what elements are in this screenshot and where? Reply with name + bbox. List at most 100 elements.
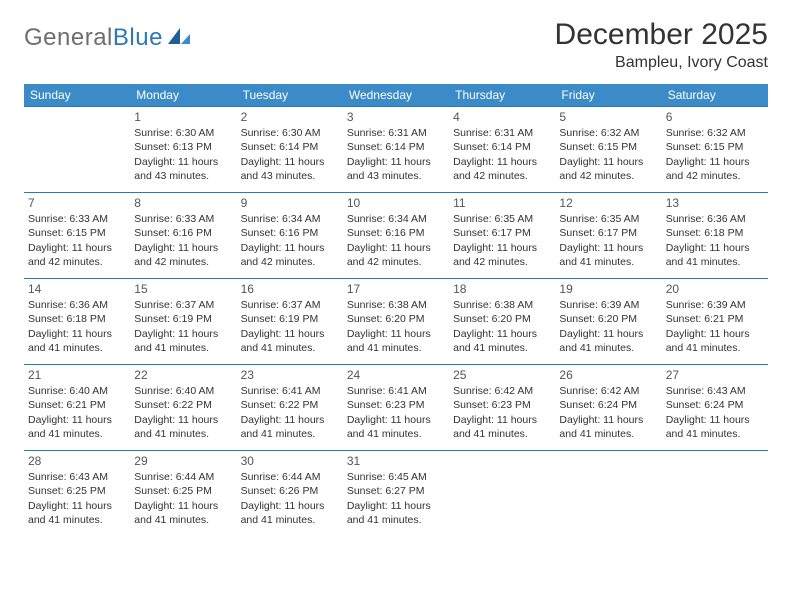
day-cell: 2Sunrise: 6:30 AMSunset: 6:14 PMDaylight… [237, 107, 343, 193]
calendar-body: 1Sunrise: 6:30 AMSunset: 6:13 PMDaylight… [24, 107, 768, 537]
sunset-line: Sunset: 6:21 PM [666, 312, 764, 326]
empty-cell [555, 451, 661, 537]
day-cell: 17Sunrise: 6:38 AMSunset: 6:20 PMDayligh… [343, 279, 449, 365]
sunrise-line: Sunrise: 6:32 AM [666, 126, 764, 140]
logo-part2: Blue [113, 24, 163, 51]
day-number: 4 [453, 109, 551, 125]
daylight-line: Daylight: 11 hours and 43 minutes. [241, 155, 339, 183]
weekday-header: Thursday [449, 84, 555, 107]
weekday-header: Sunday [24, 84, 130, 107]
daylight-line: Daylight: 11 hours and 42 minutes. [666, 155, 764, 183]
day-cell: 25Sunrise: 6:42 AMSunset: 6:23 PMDayligh… [449, 365, 555, 451]
daylight-line: Daylight: 11 hours and 41 minutes. [453, 413, 551, 441]
day-cell: 30Sunrise: 6:44 AMSunset: 6:26 PMDayligh… [237, 451, 343, 537]
sunset-line: Sunset: 6:15 PM [559, 140, 657, 154]
day-number: 22 [134, 367, 232, 383]
daylight-line: Daylight: 11 hours and 41 minutes. [453, 327, 551, 355]
daylight-line: Daylight: 11 hours and 42 minutes. [28, 241, 126, 269]
day-number: 30 [241, 453, 339, 469]
day-cell: 1Sunrise: 6:30 AMSunset: 6:13 PMDaylight… [130, 107, 236, 193]
calendar-table: SundayMondayTuesdayWednesdayThursdayFrid… [24, 84, 768, 537]
daylight-line: Daylight: 11 hours and 41 minutes. [28, 413, 126, 441]
day-cell: 18Sunrise: 6:38 AMSunset: 6:20 PMDayligh… [449, 279, 555, 365]
empty-cell [24, 107, 130, 193]
day-number: 14 [28, 281, 126, 297]
sunset-line: Sunset: 6:15 PM [28, 226, 126, 240]
day-number: 3 [347, 109, 445, 125]
day-number: 28 [28, 453, 126, 469]
sunset-line: Sunset: 6:22 PM [241, 398, 339, 412]
calendar-header-row: SundayMondayTuesdayWednesdayThursdayFrid… [24, 84, 768, 107]
sunrise-line: Sunrise: 6:40 AM [134, 384, 232, 398]
header: GeneralBlue December 2025 Bampleu, Ivory… [24, 18, 768, 72]
daylight-line: Daylight: 11 hours and 41 minutes. [241, 499, 339, 527]
calendar-row: 1Sunrise: 6:30 AMSunset: 6:13 PMDaylight… [24, 107, 768, 193]
sunrise-line: Sunrise: 6:44 AM [134, 470, 232, 484]
sunrise-line: Sunrise: 6:44 AM [241, 470, 339, 484]
day-number: 6 [666, 109, 764, 125]
daylight-line: Daylight: 11 hours and 41 minutes. [134, 499, 232, 527]
daylight-line: Daylight: 11 hours and 41 minutes. [347, 327, 445, 355]
daylight-line: Daylight: 11 hours and 41 minutes. [347, 499, 445, 527]
day-number: 12 [559, 195, 657, 211]
weekday-header: Wednesday [343, 84, 449, 107]
sunset-line: Sunset: 6:20 PM [559, 312, 657, 326]
empty-cell [662, 451, 768, 537]
sunrise-line: Sunrise: 6:38 AM [453, 298, 551, 312]
sunrise-line: Sunrise: 6:45 AM [347, 470, 445, 484]
daylight-line: Daylight: 11 hours and 41 minutes. [666, 241, 764, 269]
day-number: 17 [347, 281, 445, 297]
daylight-line: Daylight: 11 hours and 43 minutes. [347, 155, 445, 183]
sunrise-line: Sunrise: 6:33 AM [28, 212, 126, 226]
daylight-line: Daylight: 11 hours and 41 minutes. [559, 327, 657, 355]
sunset-line: Sunset: 6:22 PM [134, 398, 232, 412]
day-cell: 3Sunrise: 6:31 AMSunset: 6:14 PMDaylight… [343, 107, 449, 193]
daylight-line: Daylight: 11 hours and 42 minutes. [453, 241, 551, 269]
logo-part1: General [24, 24, 113, 51]
weekday-header: Saturday [662, 84, 768, 107]
day-number: 15 [134, 281, 232, 297]
sunrise-line: Sunrise: 6:30 AM [241, 126, 339, 140]
day-number: 13 [666, 195, 764, 211]
day-cell: 26Sunrise: 6:42 AMSunset: 6:24 PMDayligh… [555, 365, 661, 451]
empty-cell [449, 451, 555, 537]
day-number: 11 [453, 195, 551, 211]
day-cell: 12Sunrise: 6:35 AMSunset: 6:17 PMDayligh… [555, 193, 661, 279]
daylight-line: Daylight: 11 hours and 41 minutes. [559, 413, 657, 441]
day-cell: 21Sunrise: 6:40 AMSunset: 6:21 PMDayligh… [24, 365, 130, 451]
sunset-line: Sunset: 6:14 PM [241, 140, 339, 154]
month-title: December 2025 [555, 18, 768, 52]
sunrise-line: Sunrise: 6:43 AM [28, 470, 126, 484]
daylight-line: Daylight: 11 hours and 41 minutes. [134, 413, 232, 441]
sunset-line: Sunset: 6:15 PM [666, 140, 764, 154]
sunset-line: Sunset: 6:26 PM [241, 484, 339, 498]
weekday-header: Tuesday [237, 84, 343, 107]
daylight-line: Daylight: 11 hours and 41 minutes. [28, 327, 126, 355]
daylight-line: Daylight: 11 hours and 41 minutes. [666, 327, 764, 355]
sunrise-line: Sunrise: 6:35 AM [453, 212, 551, 226]
day-cell: 27Sunrise: 6:43 AMSunset: 6:24 PMDayligh… [662, 365, 768, 451]
day-number: 9 [241, 195, 339, 211]
sunrise-line: Sunrise: 6:40 AM [28, 384, 126, 398]
sunrise-line: Sunrise: 6:35 AM [559, 212, 657, 226]
logo-sail-icon [166, 26, 192, 51]
day-cell: 8Sunrise: 6:33 AMSunset: 6:16 PMDaylight… [130, 193, 236, 279]
day-number: 27 [666, 367, 764, 383]
daylight-line: Daylight: 11 hours and 42 minutes. [347, 241, 445, 269]
day-number: 8 [134, 195, 232, 211]
sunrise-line: Sunrise: 6:36 AM [28, 298, 126, 312]
day-number: 1 [134, 109, 232, 125]
day-number: 18 [453, 281, 551, 297]
sunset-line: Sunset: 6:17 PM [559, 226, 657, 240]
sunset-line: Sunset: 6:18 PM [28, 312, 126, 326]
sunrise-line: Sunrise: 6:42 AM [559, 384, 657, 398]
title-block: December 2025 Bampleu, Ivory Coast [555, 18, 768, 72]
day-cell: 31Sunrise: 6:45 AMSunset: 6:27 PMDayligh… [343, 451, 449, 537]
sunset-line: Sunset: 6:16 PM [241, 226, 339, 240]
sunset-line: Sunset: 6:19 PM [134, 312, 232, 326]
daylight-line: Daylight: 11 hours and 41 minutes. [28, 499, 126, 527]
daylight-line: Daylight: 11 hours and 41 minutes. [666, 413, 764, 441]
day-cell: 15Sunrise: 6:37 AMSunset: 6:19 PMDayligh… [130, 279, 236, 365]
day-number: 19 [559, 281, 657, 297]
daylight-line: Daylight: 11 hours and 42 minutes. [559, 155, 657, 183]
